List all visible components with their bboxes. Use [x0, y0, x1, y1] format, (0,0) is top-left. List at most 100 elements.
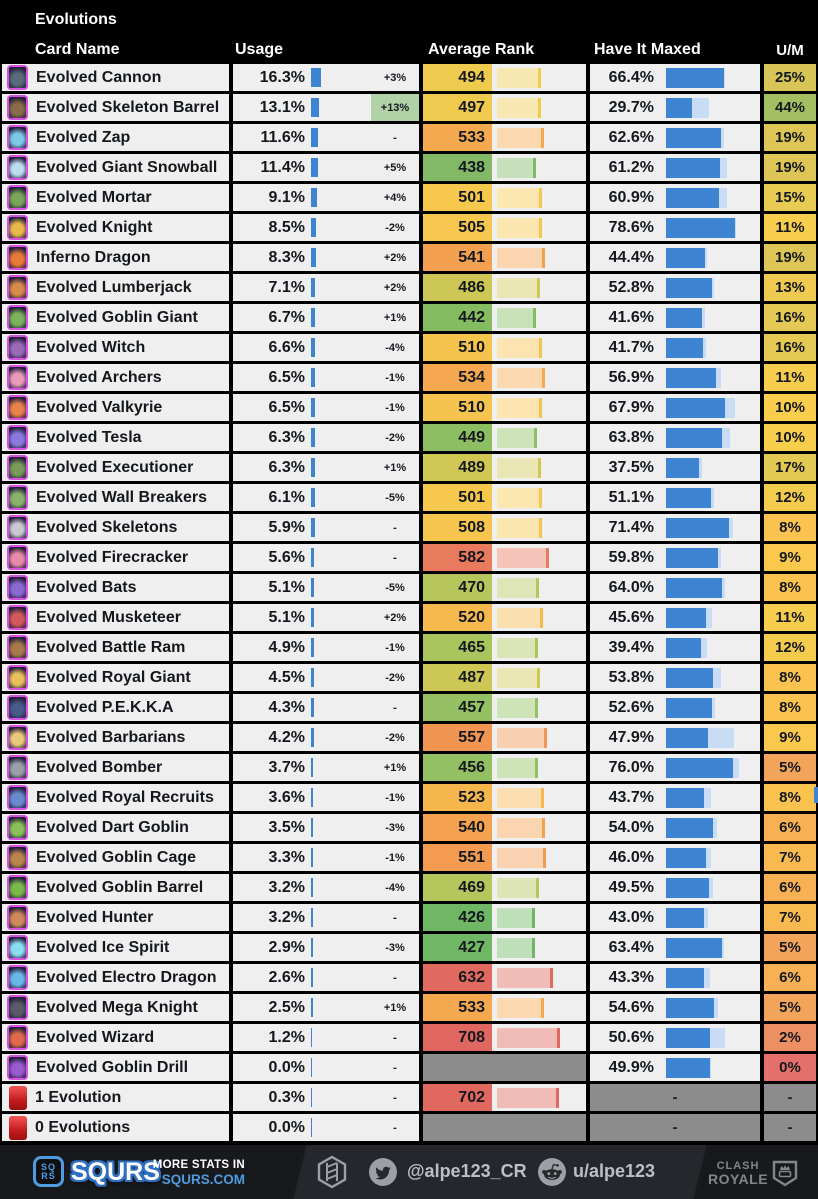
- card-icon: [7, 335, 28, 360]
- average-rank-cell: 487: [423, 664, 586, 691]
- maxed-value: 46.0%: [608, 848, 654, 866]
- table-row[interactable]: Evolved Valkyrie 6.5% -1% 510 67.9% 10%: [0, 394, 818, 421]
- avg-rank-value: 508: [423, 514, 492, 541]
- average-rank-cell: 427: [423, 934, 586, 961]
- card-name-cell: Evolved Royal Recruits: [2, 784, 229, 811]
- table-row[interactable]: Evolved Mega Knight 2.5% +1% 533 54.6% 5%: [0, 994, 818, 1021]
- table-row[interactable]: Evolved Goblin Barrel 3.2% -4% 469 49.5% 6%: [0, 874, 818, 901]
- average-rank-cell: 426: [423, 904, 586, 931]
- usage-bar: [311, 278, 316, 297]
- table-row[interactable]: Evolved Hunter 3.2% - 426 43.0% 7%: [0, 904, 818, 931]
- avg-rank-value: 551: [423, 844, 492, 871]
- more-stats-link[interactable]: MORE STATS IN SQURS.COM: [148, 1158, 245, 1189]
- maxed-bar-tail: [702, 337, 706, 358]
- table-row[interactable]: Evolved Dart Goblin 3.5% -3% 540 54.0% 6%: [0, 814, 818, 841]
- table-row[interactable]: Evolved Bats 5.1% -5% 470 64.0% 8%: [0, 574, 818, 601]
- maxed-bar-fill: [666, 97, 692, 118]
- usage-value: 8.5%: [268, 218, 305, 236]
- table-row[interactable]: Evolved Electro Dragon 2.6% - 632 43.3% 6%: [0, 964, 818, 991]
- table-row[interactable]: Evolved Lumberjack 7.1% +2% 486 52.8% 13%: [0, 274, 818, 301]
- squrs-logo-icon[interactable]: SQ RS: [33, 1156, 64, 1187]
- table-row[interactable]: Inferno Dragon 8.3% +2% 541 44.4% 19%: [0, 244, 818, 271]
- twitter-handle[interactable]: @alpe123_CR: [407, 1161, 527, 1181]
- usage-bar: [311, 548, 315, 567]
- table-row[interactable]: Evolved Skeleton Barrel 13.1% +13% 497 29.7%…: [0, 94, 818, 121]
- card-name-cell: Evolved Executioner: [2, 454, 229, 481]
- table-row[interactable]: Evolved P.E.K.K.A 4.3% - 457 52.6% 8%: [0, 694, 818, 721]
- um-value: 6%: [779, 819, 801, 836]
- maxed-bar-fill: [666, 337, 703, 358]
- have-it-maxed-cell: 46.0%: [590, 844, 760, 871]
- table-row[interactable]: Evolved Wizard 1.2% - 708 50.6% 2%: [0, 1024, 818, 1051]
- table-row[interactable]: Evolved Executioner 6.3% +1% 489 37.5% 17%: [0, 454, 818, 481]
- card-name-cell: Evolved Wizard: [2, 1024, 229, 1051]
- usage-cell: 0.0% -: [233, 1054, 419, 1081]
- table-row[interactable]: Evolved Witch 6.6% -4% 510 41.7% 16%: [0, 334, 818, 361]
- card-name: Evolved Bats: [36, 578, 137, 596]
- maxed-bar: [666, 367, 721, 388]
- table-row[interactable]: 0 Evolutions 0.0% - - -: [0, 1114, 818, 1141]
- royaleapi-icon[interactable]: [315, 1155, 349, 1189]
- card-name-cell: Evolved Skeleton Barrel: [2, 94, 229, 121]
- table-row[interactable]: Evolved Goblin Drill 0.0% - 49.9% 0%: [0, 1054, 818, 1081]
- table-row[interactable]: Evolved Goblin Cage 3.3% -1% 551 46.0% 7%: [0, 844, 818, 871]
- table-row[interactable]: 1 Evolution 0.3% - 702 - -: [0, 1084, 818, 1111]
- maxed-value: 47.9%: [608, 728, 654, 746]
- maxed-value: 63.4%: [608, 938, 654, 956]
- table-row[interactable]: Evolved Ice Spirit 2.9% -3% 427 63.4% 5%: [0, 934, 818, 961]
- maxed-value: 64.0%: [608, 578, 654, 596]
- maxed-bar-fill: [666, 637, 701, 658]
- usage-cell: 3.5% -3%: [233, 814, 419, 841]
- reddit-icon[interactable]: [538, 1158, 566, 1186]
- table-row[interactable]: Evolved Zap 11.6% - 533 62.6% 19%: [0, 124, 818, 151]
- maxed-bar: [666, 667, 722, 688]
- um-empty-value: -: [787, 1119, 793, 1136]
- table-row[interactable]: Evolved Firecracker 5.6% - 582 59.8% 9%: [0, 544, 818, 571]
- have-it-maxed-cell: 43.3%: [590, 964, 760, 991]
- rank-bar-track: [492, 394, 586, 421]
- table-row[interactable]: Evolved Royal Recruits 3.6% -1% 523 43.7% 8%: [0, 784, 818, 811]
- table-row[interactable]: Evolved Royal Giant 4.5% -2% 487 53.8% 8%: [0, 664, 818, 691]
- table-row[interactable]: Evolved Giant Snowball 11.4% +5% 438 61.2% 19…: [0, 154, 818, 181]
- table-row[interactable]: Evolved Mortar 9.1% +4% 501 60.9% 15%: [0, 184, 818, 211]
- squrs-wordmark[interactable]: SQURS: [71, 1158, 160, 1186]
- table-row[interactable]: Evolved Archers 6.5% -1% 534 56.9% 11%: [0, 364, 818, 391]
- table-row[interactable]: Evolved Musketeer 5.1% +2% 520 45.6% 11%: [0, 604, 818, 631]
- maxed-bar-fill: [666, 367, 716, 388]
- usage-value: 6.3%: [268, 428, 305, 446]
- average-rank-cell: 510: [423, 334, 586, 361]
- scrollbar-thumb[interactable]: [814, 787, 818, 803]
- twitter-icon[interactable]: [369, 1158, 397, 1186]
- card-name: Evolved Skeleton Barrel: [36, 98, 220, 116]
- reddit-handle[interactable]: u/alpe123: [573, 1161, 656, 1181]
- usage-change: +1%: [383, 461, 407, 474]
- usage-cell: 2.6% -: [233, 964, 419, 991]
- table-row[interactable]: Evolved Tesla 6.3% -2% 449 63.8% 10%: [0, 424, 818, 451]
- usage-value: 6.6%: [268, 338, 305, 356]
- table-row[interactable]: Evolved Battle Ram 4.9% -1% 465 39.4% 12%: [0, 634, 818, 661]
- table-row[interactable]: Evolved Knight 8.5% -2% 505 78.6% 11%: [0, 214, 818, 241]
- avg-rank-value: 487: [423, 664, 492, 691]
- have-it-maxed-cell: 49.9%: [590, 1054, 760, 1081]
- card-name-cell: 1 Evolution: [2, 1084, 229, 1111]
- usage-change: +2%: [383, 281, 407, 294]
- usage-bar: [311, 1028, 312, 1047]
- have-it-maxed-cell: 63.8%: [590, 424, 760, 451]
- table-row[interactable]: Evolved Skeletons 5.9% - 508 71.4% 8%: [0, 514, 818, 541]
- rank-bar: [497, 847, 546, 868]
- card-name-cell: Evolved Cannon: [2, 64, 229, 91]
- card-name: 0 Evolutions: [35, 1118, 131, 1136]
- table-row[interactable]: Evolved Bomber 3.7% +1% 456 76.0% 5%: [0, 754, 818, 781]
- card-name: Evolved Goblin Barrel: [36, 878, 204, 896]
- um-cell: 6%: [764, 874, 816, 901]
- usage-value: 6.1%: [268, 488, 305, 506]
- usage-change: +13%: [371, 94, 419, 121]
- table-row[interactable]: Evolved Cannon 16.3% +3% 494 66.4% 25%: [0, 64, 818, 91]
- avg-rank-value: 582: [423, 544, 492, 571]
- rank-bar-track: [492, 934, 586, 961]
- rank-bar: [497, 997, 544, 1018]
- table-row[interactable]: Evolved Barbarians 4.2% -2% 557 47.9% 9%: [0, 724, 818, 751]
- table-row[interactable]: Evolved Wall Breakers 6.1% -5% 501 51.1% 12%: [0, 484, 818, 511]
- average-rank-cell: 442: [423, 304, 586, 331]
- table-row[interactable]: Evolved Goblin Giant 6.7% +1% 442 41.6% 16%: [0, 304, 818, 331]
